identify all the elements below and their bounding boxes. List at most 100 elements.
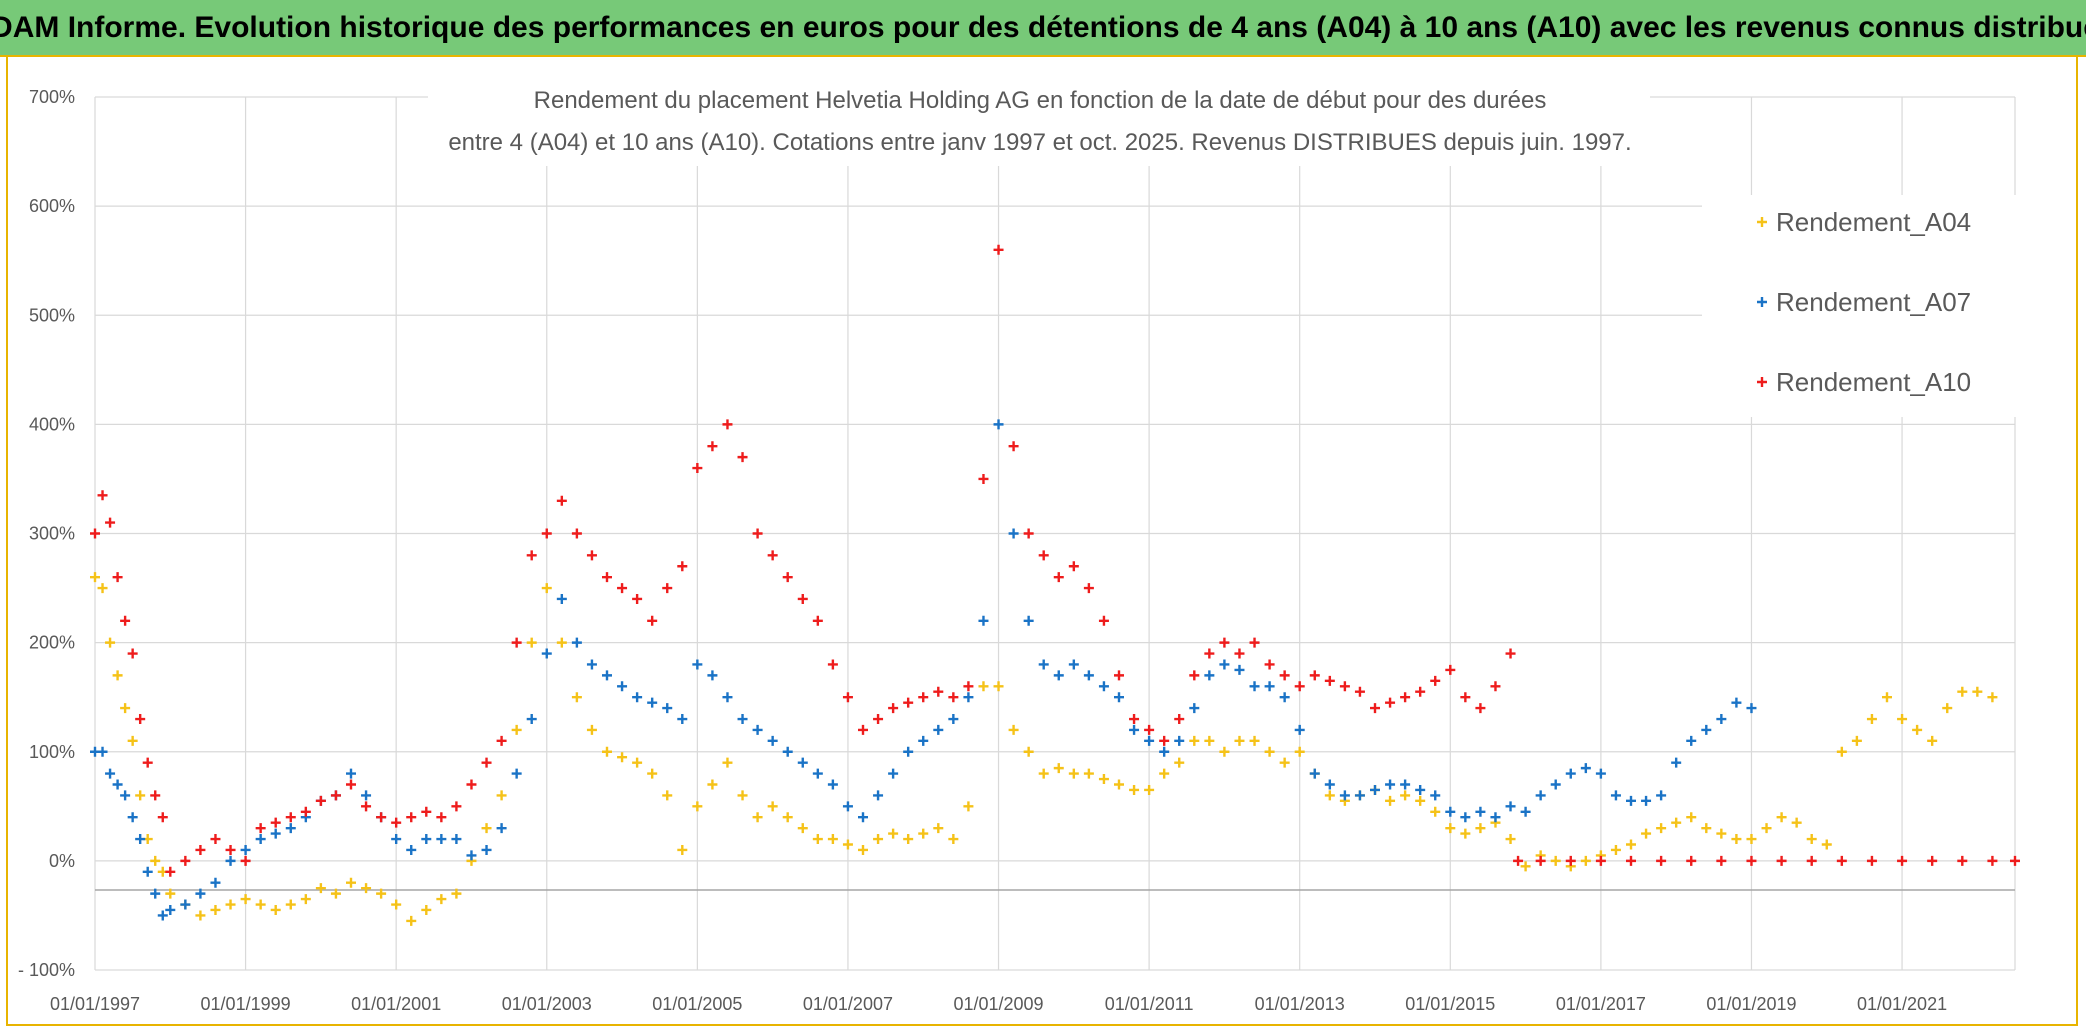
- data-point: [1159, 735, 1170, 746]
- data-point: [1430, 790, 1441, 801]
- data-point: [858, 724, 868, 735]
- data-point: [285, 812, 296, 823]
- data-point: [1174, 735, 1185, 746]
- data-point: [677, 714, 688, 725]
- data-point: [812, 834, 823, 845]
- data-point: [1746, 855, 1757, 866]
- data-point: [888, 828, 899, 839]
- data-point: [1656, 855, 1667, 866]
- data-point: [1716, 855, 1727, 866]
- data-point: [142, 757, 153, 768]
- legend-label: Rendement_A04: [1776, 207, 1971, 237]
- data-point: [827, 779, 838, 790]
- data-point: [556, 593, 567, 604]
- data-point: [1580, 763, 1591, 774]
- y-tick-label: 100%: [29, 742, 75, 762]
- data-point: [1580, 855, 1591, 866]
- data-point: [586, 659, 597, 670]
- data-point: [1324, 790, 1335, 801]
- data-point: [315, 795, 326, 806]
- data-point: [1008, 528, 1019, 539]
- data-point: [1686, 812, 1697, 823]
- legend-item: Rendement_A10: [1757, 367, 1971, 397]
- data-point: [1626, 855, 1636, 866]
- data-point: [1249, 637, 1260, 648]
- data-point: [135, 834, 146, 845]
- data-point: [210, 904, 221, 915]
- data-point: [632, 757, 643, 768]
- x-tick-label: 01/01/2015: [1405, 994, 1495, 1014]
- data-point: [1354, 790, 1365, 801]
- data-point: [1324, 675, 1335, 686]
- data-point: [466, 779, 477, 790]
- data-point: [1957, 686, 1968, 697]
- data-point: [1234, 648, 1245, 659]
- data-point: [1294, 746, 1305, 757]
- banner-title: ADAM Informe. Evolution historique des p…: [0, 10, 2086, 44]
- data-point: [346, 779, 356, 790]
- data-point: [1731, 697, 1742, 708]
- data-point: [1806, 855, 1817, 866]
- data-point: [662, 790, 673, 801]
- data-point: [1219, 659, 1230, 670]
- data-point: [1595, 768, 1606, 779]
- data-point: [1806, 834, 1817, 845]
- data-point: [1053, 572, 1064, 583]
- y-tick-label: 200%: [29, 633, 75, 653]
- data-point: [1927, 735, 1938, 746]
- data-point: [903, 834, 914, 845]
- data-point: [1746, 703, 1757, 714]
- data-point: [1460, 692, 1471, 703]
- data-point: [647, 697, 658, 708]
- chart-frame: [6, 57, 2078, 1026]
- data-point: [978, 615, 989, 626]
- data-point: [737, 452, 748, 463]
- data-point: [1144, 784, 1155, 795]
- data-point: [1234, 664, 1245, 675]
- data-point: [1129, 784, 1140, 795]
- data-point: [1475, 703, 1486, 714]
- data-point: [526, 714, 537, 725]
- data-point: [677, 844, 688, 855]
- data-point: [361, 790, 372, 801]
- data-point: [255, 899, 266, 910]
- data-point: [617, 583, 628, 594]
- data-point: [707, 441, 718, 452]
- data-point: [1520, 861, 1531, 872]
- data-point: [933, 823, 944, 834]
- data-point: [1927, 855, 1938, 866]
- chart-title-line1: Rendement du placement Helvetia Holding …: [534, 87, 1547, 114]
- data-point: [797, 757, 808, 768]
- data-point: [406, 812, 417, 823]
- data-point: [752, 724, 763, 735]
- data-point: [767, 801, 778, 812]
- data-point: [1565, 855, 1576, 866]
- data-point: [1309, 670, 1320, 681]
- legend-label: Rendement_A07: [1776, 287, 1971, 317]
- data-point: [1836, 855, 1847, 866]
- data-point: [1671, 757, 1682, 768]
- data-point: [1204, 670, 1215, 681]
- data-point: [1294, 724, 1305, 735]
- data-point: [1791, 817, 1802, 828]
- data-point: [240, 844, 251, 855]
- data-point: [112, 572, 123, 583]
- data-point: [858, 844, 868, 855]
- data-point: [1535, 855, 1546, 866]
- data-point: [1761, 823, 1772, 834]
- data-point: [571, 692, 582, 703]
- data-point: [918, 692, 929, 703]
- data-point: [1159, 746, 1170, 757]
- data-point: [1114, 670, 1124, 681]
- data-point: [135, 790, 146, 801]
- data-point: [737, 790, 748, 801]
- x-tick-label: 01/01/2007: [803, 994, 893, 1014]
- data-point: [466, 850, 477, 861]
- data-point: [1309, 768, 1320, 779]
- data-point: [1385, 697, 1396, 708]
- data-point: [1866, 714, 1877, 725]
- data-point: [97, 583, 108, 594]
- data-point: [1445, 664, 1456, 675]
- data-point: [526, 637, 537, 648]
- data-point: [722, 692, 733, 703]
